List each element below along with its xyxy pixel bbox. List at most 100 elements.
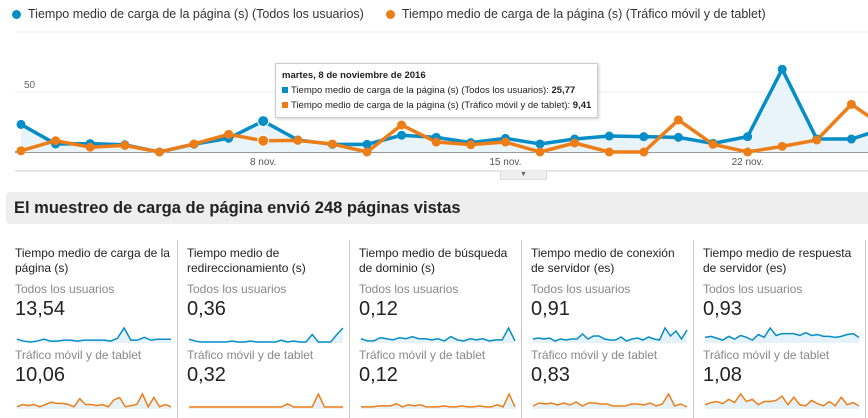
data-point[interactable] — [16, 119, 26, 129]
segment-label: Tráfico móvil y de tablet — [359, 348, 486, 362]
legend-label: Tiempo medio de carga de la página (s) (… — [401, 7, 766, 21]
data-point[interactable] — [777, 141, 787, 151]
sparkline-area — [361, 394, 515, 409]
metric-title: Tiempo medio de conexión de servidor (es… — [531, 246, 675, 275]
data-point[interactable] — [535, 139, 545, 149]
metric-value: 0,12 — [359, 298, 398, 320]
sparkline-all-users — [704, 326, 860, 343]
metric-value: 1,08 — [703, 364, 742, 386]
data-point[interactable] — [812, 135, 822, 145]
metric-card[interactable]: Tiempo medio de carga de la página (s) T… — [6, 240, 178, 418]
data-point[interactable] — [639, 132, 649, 142]
data-point[interactable] — [51, 136, 61, 146]
main-line-chart[interactable]: 100 50 8 nov. 15 nov. 22 nov. — [0, 28, 868, 178]
x-tick-label: 8 nov. — [250, 157, 277, 168]
sparkline-mobile — [189, 392, 343, 409]
sparkline-line — [704, 326, 860, 342]
sparkline-all-users — [532, 326, 688, 343]
data-point[interactable] — [120, 140, 130, 150]
y-tick-label: 100 — [24, 28, 41, 31]
metric-value: 0,93 — [703, 298, 742, 320]
x-tick-label: 22 nov. — [732, 157, 764, 168]
series-square-icon — [282, 87, 288, 93]
segment-label: Tráfico móvil y de tablet — [187, 348, 314, 362]
data-point[interactable] — [154, 147, 164, 157]
data-point[interactable] — [604, 147, 614, 157]
data-point[interactable] — [500, 137, 510, 147]
data-point[interactable] — [327, 139, 337, 149]
data-point[interactable] — [673, 132, 683, 142]
data-point[interactable] — [570, 138, 580, 148]
segment-label: Todos los usuarios — [187, 282, 287, 296]
caret-down-icon: ▼ — [520, 171, 527, 178]
chart-tooltip: martes, 8 de noviembre de 2016 Tiempo me… — [275, 63, 599, 118]
metric-title: Tiempo medio de respuesta de servidor (e… — [703, 246, 852, 275]
tooltip-row-all-users: Tiempo medio de carga de la página (s) (… — [282, 83, 591, 98]
sparkline-all-users — [16, 326, 171, 343]
data-point[interactable] — [224, 129, 234, 139]
data-point[interactable] — [743, 147, 753, 157]
data-point[interactable] — [293, 135, 303, 145]
data-point[interactable] — [16, 146, 26, 156]
segment-label: Tráfico móvil y de tablet — [531, 348, 658, 362]
metric-card[interactable]: Tiempo medio de búsqueda de dominio (s) … — [350, 240, 522, 418]
data-point[interactable] — [777, 64, 787, 74]
legend-item-mobile[interactable]: Tiempo medio de carga de la página (s) (… — [385, 7, 766, 21]
chart-collapse-handle[interactable]: ▼ — [500, 171, 547, 180]
sparkline-mobile — [532, 392, 688, 409]
sparkline-area — [361, 328, 515, 343]
data-point[interactable] — [846, 134, 856, 144]
data-point[interactable] — [397, 120, 407, 130]
data-point[interactable] — [466, 140, 476, 150]
chart-legend: Tiempo medio de carga de la página (s) (… — [12, 7, 766, 21]
y-tick-label: 50 — [24, 80, 36, 91]
data-point[interactable] — [535, 147, 545, 157]
data-point[interactable] — [257, 134, 270, 147]
tooltip-row-mobile: Tiempo medio de carga de la página (s) (… — [282, 98, 591, 113]
segment-label: Todos los usuarios — [703, 282, 803, 296]
data-point[interactable] — [639, 147, 649, 157]
series-dot-icon — [385, 9, 395, 19]
sparkline-line — [360, 326, 516, 342]
tooltip-value: 9,41 — [572, 100, 592, 111]
data-point[interactable] — [362, 147, 372, 157]
data-point[interactable] — [189, 139, 199, 149]
data-point[interactable] — [257, 115, 270, 128]
sparkline-mobile — [361, 392, 516, 409]
data-point[interactable] — [362, 139, 372, 149]
data-point[interactable] — [431, 137, 441, 147]
metric-card[interactable]: Tiempo medio de redireccionamiento (s) T… — [178, 240, 350, 418]
metric-title: Tiempo medio de búsqueda de dominio (s) — [359, 246, 508, 275]
sparkline-area — [189, 328, 343, 343]
metric-value: 0,32 — [187, 364, 226, 386]
sparkline-line — [188, 327, 344, 343]
metric-value: 10,06 — [15, 364, 66, 386]
legend-label: Tiempo medio de carga de la página (s) (… — [28, 7, 364, 21]
data-point[interactable] — [708, 139, 718, 149]
metric-title: Tiempo medio de redireccionamiento (s) — [187, 246, 306, 275]
sparkline-line — [361, 392, 516, 408]
metric-card[interactable]: Tiempo medio de conexión de servidor (es… — [522, 240, 694, 418]
sparkline-all-users — [360, 326, 516, 343]
sparkline-line — [16, 392, 172, 409]
sparkline-area — [17, 394, 171, 409]
metric-value: 13,54 — [15, 298, 66, 320]
data-point[interactable] — [743, 132, 753, 142]
sparkline-line — [532, 392, 688, 408]
data-point[interactable] — [397, 130, 407, 140]
data-point[interactable] — [673, 115, 683, 125]
sparkline-mobile — [16, 392, 172, 409]
tooltip-label: Tiempo medio de carga de la página (s) (… — [291, 85, 549, 96]
tooltip-label: Tiempo medio de carga de la página (s) (… — [291, 100, 571, 111]
tooltip-title: martes, 8 de noviembre de 2016 — [282, 70, 426, 81]
data-point[interactable] — [85, 142, 95, 152]
data-point[interactable] — [846, 99, 856, 109]
tooltip-value: 25,77 — [551, 85, 576, 96]
legend-item-all-users[interactable]: Tiempo medio de carga de la página (s) (… — [12, 7, 364, 21]
sparkline-area — [533, 394, 687, 409]
metric-value: 0,91 — [531, 298, 570, 320]
segment-label: Todos los usuarios — [15, 282, 115, 296]
metric-card[interactable]: Tiempo medio de respuesta de servidor (e… — [694, 240, 866, 418]
data-point[interactable] — [604, 131, 614, 141]
metric-value: 0,36 — [187, 298, 226, 320]
